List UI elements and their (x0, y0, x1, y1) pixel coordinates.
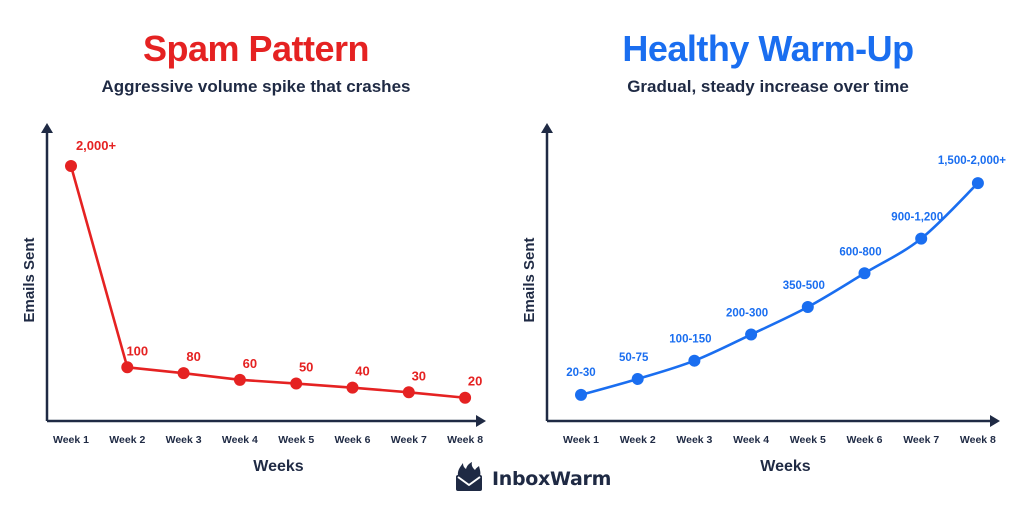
data-label: 350-500 (783, 280, 825, 292)
spam-line-chart: Weeks Emails Sent 2,000+ Week 1 100 Week 2 80 W… (21, 123, 486, 475)
data-point (631, 372, 644, 385)
y-axis-arrow-icon (41, 123, 53, 133)
data-label: 50 (299, 360, 313, 375)
data-label: 200-300 (726, 308, 768, 320)
spam-chart-subtitle: Aggressive volume spike that crashes (101, 77, 411, 96)
x-tick-label: Week 5 (278, 434, 314, 446)
brand-logo: InboxWarm (452, 461, 612, 497)
data-point (459, 391, 472, 404)
data-label: 1,500-2,000+ (938, 155, 1006, 167)
x-tick-label: Week 4 (222, 434, 258, 446)
data-label: 100 (126, 343, 148, 358)
plot-area: Weeks Emails Sent 2,000+ Week 1 100 Week 2 80 W… (21, 123, 486, 475)
data-label: 50-75 (619, 352, 649, 364)
data-point (121, 361, 134, 374)
x-tick-label: Week 1 (53, 434, 89, 446)
x-axis-arrow-icon (990, 415, 1000, 427)
data-label: 40 (355, 364, 369, 379)
data-label: 20 (468, 374, 482, 389)
data-point (290, 377, 303, 390)
x-tick-label: Week 7 (391, 434, 427, 446)
x-tick-label: Week 5 (790, 434, 826, 446)
x-tick-label: Week 6 (847, 434, 883, 446)
data-label: 60 (243, 356, 257, 371)
data-point (745, 328, 758, 341)
x-tick-label: Week 4 (733, 434, 769, 446)
data-point (971, 177, 984, 190)
data-point (858, 267, 871, 280)
data-label: 80 (186, 349, 200, 364)
x-tick-label: Week 3 (676, 434, 712, 446)
brand-name: InboxWarm (492, 468, 612, 490)
data-point (177, 367, 190, 380)
data-point (688, 354, 701, 367)
x-axis-label: Weeks (253, 458, 304, 475)
y-axis-arrow-icon (541, 123, 553, 133)
plot-area: Weeks Emails Sent 20-30 Week 1 50-75 Week 2 10… (521, 123, 1006, 475)
healthy-line-chart: Weeks Emails Sent 20-30 Week 1 50-75 Week 2 10… (521, 123, 1006, 475)
x-tick-label: Week 6 (335, 434, 371, 446)
data-point (65, 160, 77, 172)
data-point (575, 388, 587, 401)
spam-chart-title: Spam Pattern (142, 28, 370, 69)
healthy-chart-subtitle: Gradual, steady increase over time (627, 77, 909, 96)
y-axis-label: Emails Sent (521, 237, 538, 322)
data-label: 2,000+ (76, 138, 117, 153)
x-tick-label: Week 1 (563, 434, 599, 446)
y-axis-label: Emails Sent (21, 237, 38, 322)
data-label: 30 (412, 368, 426, 383)
data-label: 900-1,200 (891, 212, 943, 224)
data-label: 20-30 (566, 367, 595, 379)
x-tick-label: Week 2 (109, 434, 145, 446)
x-axis-arrow-icon (476, 415, 486, 427)
x-tick-label: Week 8 (960, 434, 996, 446)
data-label: 100-150 (669, 334, 711, 346)
envelope-with-flames-icon (452, 461, 486, 497)
x-axis-label: Weeks (760, 458, 811, 475)
data-point (346, 381, 359, 394)
x-tick-label: Week 3 (166, 434, 202, 446)
data-point (915, 232, 928, 245)
data-point (402, 386, 415, 399)
x-tick-label: Week 7 (903, 434, 939, 446)
series-line (69, 164, 467, 400)
healthy-warmup-panel: Healthy Warm-Up Gradual, steady increase… (512, 0, 1024, 512)
x-tick-label: Week 8 (447, 434, 483, 446)
x-tick-label: Week 2 (620, 434, 656, 446)
data-point (801, 301, 814, 314)
healthy-chart-title: Healthy Warm-Up (622, 28, 914, 69)
spam-pattern-panel: Spam Pattern Aggressive volume spike tha… (21, 28, 486, 475)
data-label: 600-800 (839, 246, 881, 258)
data-point (233, 373, 246, 386)
